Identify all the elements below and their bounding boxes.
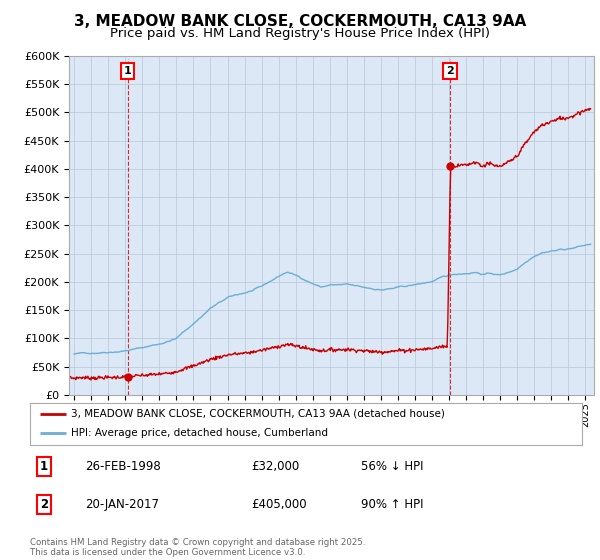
Text: 3, MEADOW BANK CLOSE, COCKERMOUTH, CA13 9AA (detached house): 3, MEADOW BANK CLOSE, COCKERMOUTH, CA13 …	[71, 409, 445, 419]
Text: Contains HM Land Registry data © Crown copyright and database right 2025.
This d: Contains HM Land Registry data © Crown c…	[30, 538, 365, 557]
Text: 2: 2	[446, 66, 454, 76]
Text: 1: 1	[124, 66, 131, 76]
Text: Price paid vs. HM Land Registry's House Price Index (HPI): Price paid vs. HM Land Registry's House …	[110, 27, 490, 40]
Text: 20-JAN-2017: 20-JAN-2017	[85, 498, 159, 511]
Text: £32,000: £32,000	[251, 460, 299, 473]
Text: £405,000: £405,000	[251, 498, 307, 511]
Text: 56% ↓ HPI: 56% ↓ HPI	[361, 460, 424, 473]
Text: 1: 1	[40, 460, 48, 473]
Text: 26-FEB-1998: 26-FEB-1998	[85, 460, 161, 473]
Text: HPI: Average price, detached house, Cumberland: HPI: Average price, detached house, Cumb…	[71, 428, 328, 438]
Text: 2: 2	[40, 498, 48, 511]
Text: 90% ↑ HPI: 90% ↑ HPI	[361, 498, 424, 511]
Text: 3, MEADOW BANK CLOSE, COCKERMOUTH, CA13 9AA: 3, MEADOW BANK CLOSE, COCKERMOUTH, CA13 …	[74, 14, 526, 29]
